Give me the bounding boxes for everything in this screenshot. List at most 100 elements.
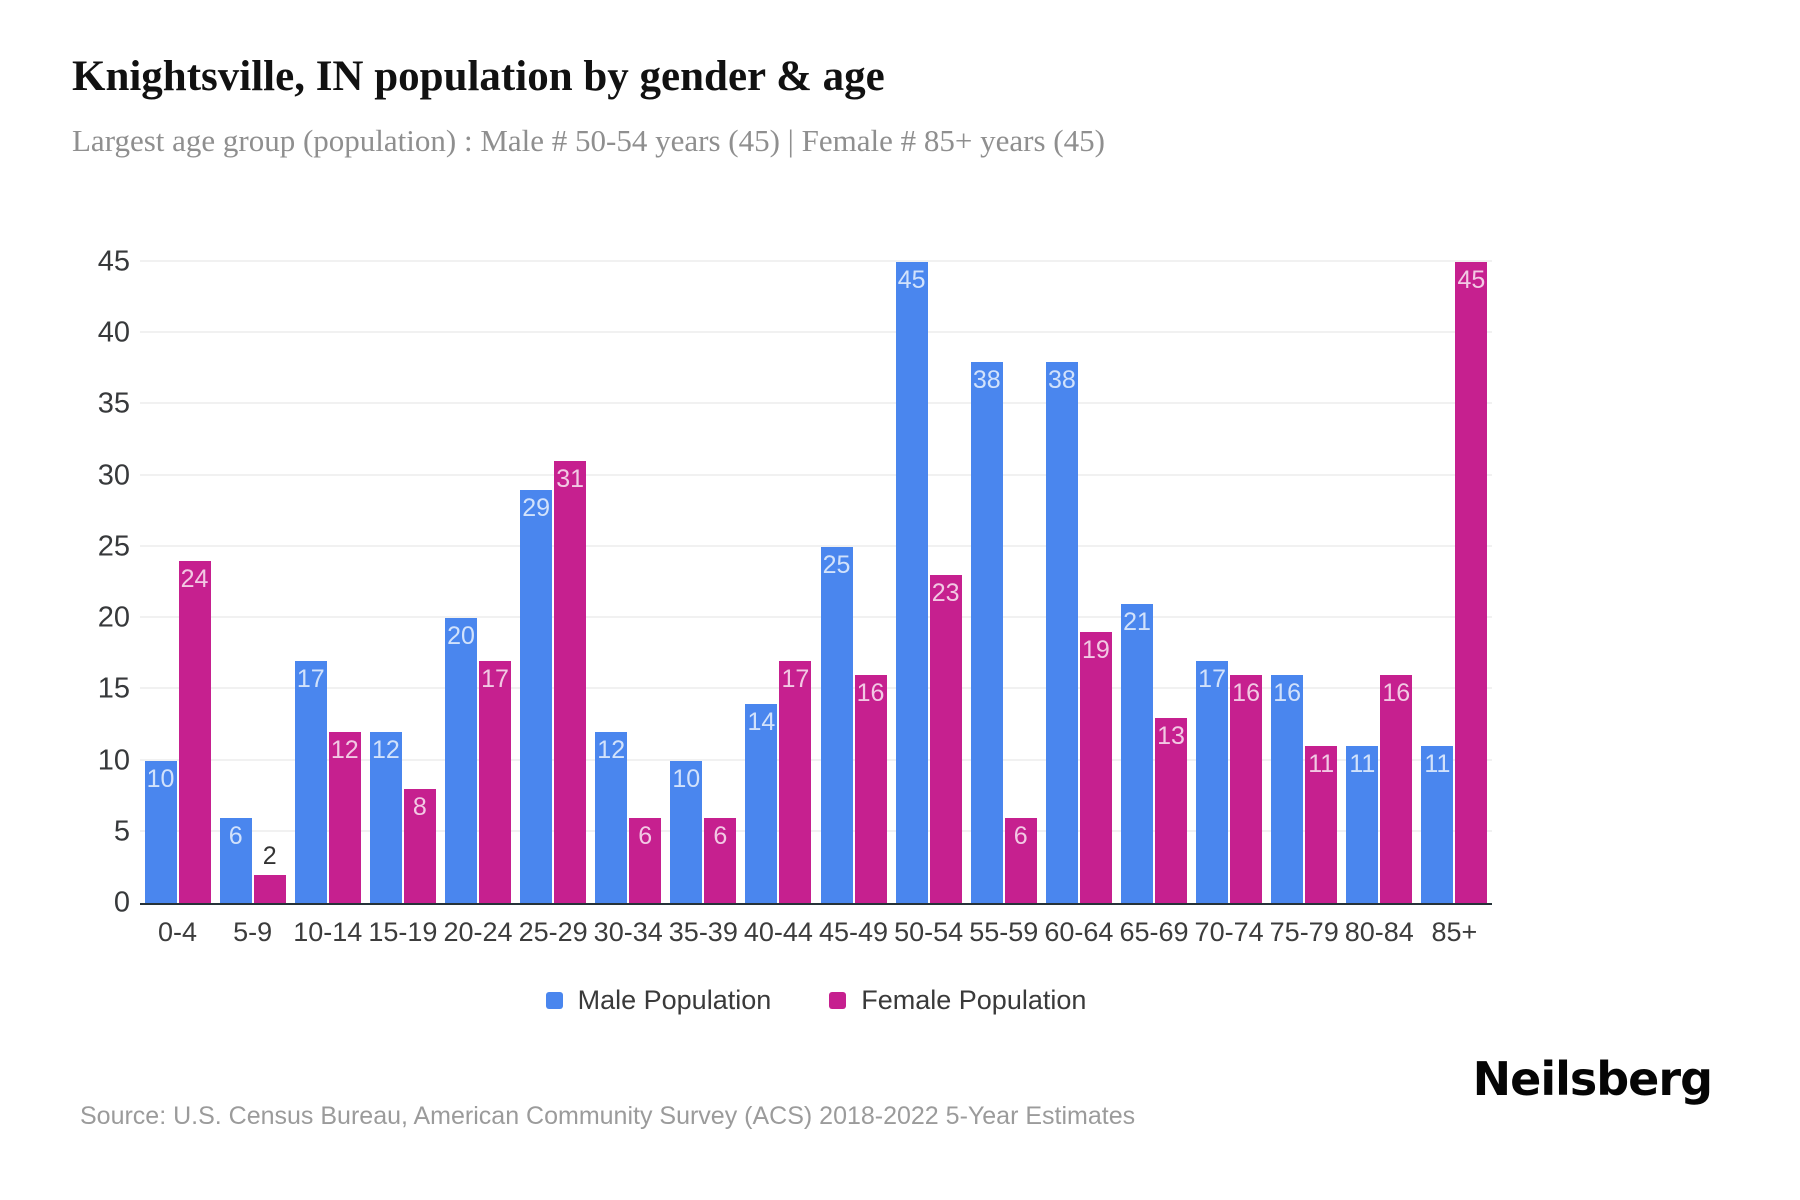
x-tick-30-34: 30-34 [593, 917, 663, 947]
x-tick-5-9: 5-9 [233, 917, 273, 947]
bar-value-label: 14 [747, 707, 776, 736]
gridline-25 [140, 544, 1492, 547]
x-tick-20-24: 20-24 [443, 917, 513, 947]
y-tick-45: 45 [97, 245, 130, 278]
bar-value-label: 45 [1457, 266, 1486, 294]
x-tick-25-29: 25-29 [518, 917, 588, 947]
bar-female-0-4: 24 [178, 561, 211, 903]
x-tick-0-4: 0-4 [158, 917, 198, 947]
bar-value-label: 17 [1198, 664, 1226, 693]
bar-group-70-74: 17 16 [1192, 262, 1267, 903]
bar-female-25-29: 31 [554, 461, 587, 903]
bar-female-55-59: 6 [1004, 817, 1037, 903]
bar-female-20-24: 17 [478, 660, 511, 903]
legend-item-male[interactable]: Male Population [545, 985, 772, 1016]
bar-pair: 12 8 [369, 262, 436, 903]
bar-female-65-69: 13 [1154, 717, 1187, 903]
bar-value-label: 17 [781, 664, 810, 693]
bar-value-label: 16 [1232, 679, 1260, 708]
bar-female-60-64: 19 [1079, 632, 1112, 903]
bar-group-85+: 11 45 [1417, 262, 1492, 903]
bar-female-85+: 45 [1455, 262, 1488, 903]
bar-male-85+: 11 [1421, 746, 1454, 903]
bar-pair: 17 16 [1196, 262, 1263, 903]
bar-value-label: 12 [371, 736, 400, 765]
y-tick-25: 25 [97, 530, 130, 563]
bar-female-70-74: 16 [1230, 675, 1263, 903]
x-tick-15-19: 15-19 [368, 917, 438, 947]
x-tick-65-69: 65-69 [1119, 917, 1189, 947]
bar-value-label: 11 [1424, 750, 1451, 779]
page-title: Knightsville, IN population by gender & … [72, 53, 885, 100]
y-tick-40: 40 [97, 316, 130, 349]
bar-female-5-9: 2 [253, 843, 286, 903]
bar-female-10-14: 12 [328, 732, 361, 903]
gridline-30 [140, 473, 1492, 476]
bar-male-60-64: 38 [1045, 361, 1078, 903]
bar-value-label: 19 [1081, 636, 1110, 665]
bar-pair: 12 6 [595, 262, 662, 903]
bar-value-label: 45 [897, 266, 926, 294]
bar-male-30-34: 12 [595, 732, 628, 903]
bar-male-20-24: 20 [444, 618, 477, 903]
bar-pair: 10 24 [144, 262, 211, 903]
bar-male-10-14: 17 [294, 660, 327, 903]
legend: Male Population Female Population [140, 985, 1492, 1016]
legend-swatch-icon [545, 992, 563, 1009]
bar-male-75-79: 16 [1271, 675, 1304, 903]
bar-value-label: 10 [672, 764, 701, 793]
bar-groups: 10 24 6 2 17 12 12 8 20 17 29 31 12 6 10 6 14 17 25 16 45 23 3… [140, 262, 1492, 903]
x-tick-45-49: 45-49 [819, 917, 889, 947]
bar-group-35-39: 10 6 [666, 262, 741, 903]
bar-male-50-54: 45 [895, 262, 928, 903]
bar-female-80-84: 16 [1380, 675, 1413, 903]
gridline-45 [140, 260, 1492, 262]
bar-female-35-39: 6 [704, 817, 737, 903]
bar-pair: 20 17 [444, 262, 511, 903]
bar-pair: 11 45 [1421, 262, 1488, 903]
bar-value-label: 13 [1157, 721, 1185, 750]
gridline-15 [140, 687, 1492, 690]
bar-group-0-4: 10 24 [140, 262, 215, 903]
y-tick-35: 35 [97, 387, 130, 420]
bar-value-label: 31 [556, 465, 584, 494]
bar-male-0-4: 10 [144, 760, 177, 903]
bar-value-label: 16 [1273, 679, 1302, 708]
gridline-5 [140, 829, 1492, 832]
x-axis-labels: 0-4 5-9 10-14 15-19 20-24 25-29 30-34 35-39 40-4… [140, 917, 1492, 948]
bar-value-label: 17 [481, 664, 509, 693]
bar-female-30-34: 6 [629, 817, 662, 903]
y-tick-20: 20 [97, 601, 130, 634]
bar-value-label: 38 [1047, 365, 1076, 394]
bar-male-55-59: 38 [970, 361, 1003, 903]
gridline-35 [140, 402, 1492, 405]
gridline-40 [140, 331, 1492, 334]
legend-label: Male Population [577, 985, 772, 1015]
chart-plot: 10 24 6 2 17 12 12 8 20 17 29 31 12 6 10 6 14 17 25 16 45 23 3… [140, 260, 1492, 905]
bar-pair: 29 31 [520, 262, 587, 903]
bar-group-25-29: 29 31 [516, 262, 591, 903]
bar-pair: 38 19 [1045, 262, 1112, 903]
bar-group-45-49: 25 16 [816, 262, 891, 903]
bar-group-65-69: 21 13 [1116, 262, 1191, 903]
bar-male-35-39: 10 [670, 760, 703, 903]
bar-value-label: 17 [296, 664, 325, 693]
x-tick-75-79: 75-79 [1269, 917, 1339, 947]
bar-value-label: 6 [638, 821, 653, 850]
bar-pair: 17 12 [294, 262, 361, 903]
bar-female-45-49: 16 [854, 675, 887, 903]
legend-item-female[interactable]: Female Population [829, 985, 1086, 1016]
legend-swatch-icon [829, 992, 847, 1009]
bar-value-label: 38 [972, 365, 1001, 394]
chart-header: Knightsville, IN population by gender & … [72, 52, 1672, 159]
bar-female-40-44: 17 [779, 660, 812, 903]
bar-value-label: 20 [447, 622, 475, 651]
page-subtitle: Largest age group (population) : Male # … [72, 123, 1105, 158]
bar-value-label: 16 [1382, 679, 1411, 708]
bar-male-45-49: 25 [820, 546, 853, 903]
x-tick-10-14: 10-14 [293, 917, 363, 947]
bar-pair: 10 6 [670, 262, 737, 903]
bar-group-80-84: 11 16 [1342, 262, 1417, 903]
bar-value-label: 12 [597, 736, 626, 765]
bar-value-label: 6 [713, 821, 728, 850]
